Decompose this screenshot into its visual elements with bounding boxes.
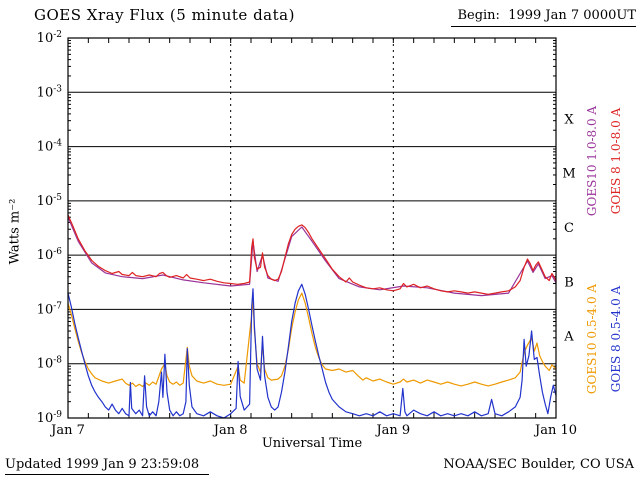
flare-class-label-m: M (562, 167, 575, 182)
series-goes-8-0-5-4-0-a (67, 283, 557, 419)
chart-title: GOES Xray Flux (5 minute data) (34, 6, 295, 24)
x-axis-label: Universal Time (261, 436, 363, 451)
legend-goes-8-1-0-8-0-a: GOES 8 1.0-8.0 A (609, 107, 623, 215)
axis-ticks (68, 38, 556, 418)
y-tick-label: 10-9 (37, 410, 63, 426)
y-tick-label: 10-8 (37, 356, 63, 372)
flare-class-label-a: A (563, 330, 574, 345)
y-tick-label: 10-2 (37, 30, 62, 46)
y-axis-label: Watts m⁻² (7, 198, 23, 265)
x-tick-label: Jan 8 (212, 423, 248, 438)
x-tick-label: Jan 7 (49, 423, 85, 438)
legend-goes10-1-0-8-0-a: GOES10 1.0-8.0 A (585, 105, 599, 217)
flare-class-label-b: B (564, 275, 574, 290)
x-tick-label: Jan 10 (533, 423, 577, 438)
series-goes-8-1-0-8-0-a (67, 214, 557, 295)
y-tick-label: 10-7 (37, 301, 63, 317)
flare-class-label-x: X (564, 112, 574, 127)
plot-border (67, 37, 557, 419)
y-tick-label: 10-4 (37, 139, 63, 155)
gridlines (68, 38, 556, 418)
legend-goes10-0-5-4-0-a: GOES10 0.5-4.0 A (585, 283, 599, 395)
series-goes10-0-5-4-0-a (67, 292, 557, 388)
y-tick-label: 10-6 (37, 247, 63, 263)
y-tick-label: 10-5 (37, 193, 63, 209)
flare-class-label-c: C (564, 221, 574, 236)
series-goes10-1-0-8-0-a (67, 216, 557, 297)
begin-label: Begin: 1999 Jan 7 0000UT (451, 8, 636, 27)
credit-label: NOAA/SEC Boulder, CO USA (443, 457, 634, 472)
legend-goes-8-0-5-4-0-a: GOES 8 0.5-4.0 A (609, 285, 623, 393)
series-lines (67, 214, 557, 419)
x-tick-label: Jan 9 (374, 423, 410, 438)
y-tick-label: 10-3 (37, 84, 63, 100)
updated-label: Updated 1999 Jan 9 23:59:08 (5, 457, 210, 475)
